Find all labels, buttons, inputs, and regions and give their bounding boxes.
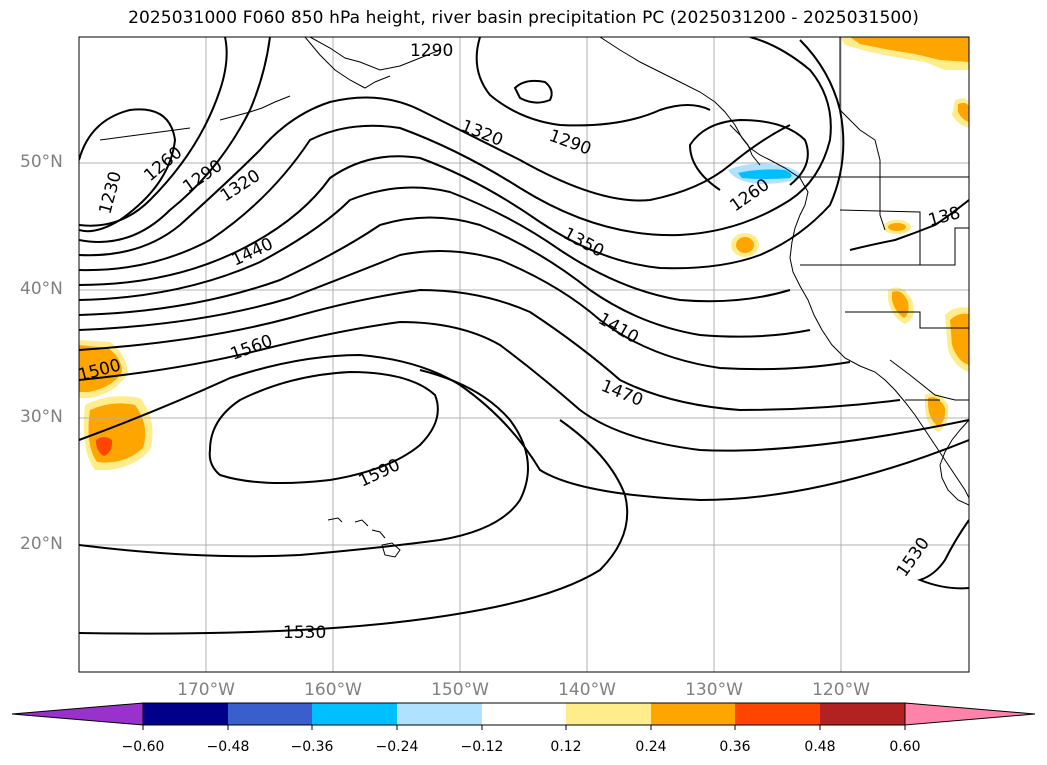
colorbar-bin — [312, 703, 397, 725]
colorbar-tick-label: −0.36 — [290, 739, 334, 755]
contour-label: 1290 — [410, 41, 453, 61]
contour-label: 1230 — [96, 169, 127, 216]
colorbar-tick-label: −0.60 — [121, 739, 165, 755]
map-title: 2025031000 F060 850 hPa height, river ba… — [128, 8, 919, 28]
precipitation-shading — [79, 37, 969, 471]
colorbar-bin — [820, 703, 905, 725]
colorbar-tick-label: −0.48 — [206, 739, 250, 755]
colorbar-extend-high — [904, 702, 1036, 726]
colorbar — [11, 702, 1036, 730]
contour-label: 1530 — [893, 534, 934, 581]
lat-label-20n: 20°N — [20, 534, 63, 554]
contour-label: 1530 — [283, 623, 326, 643]
contour-label: 138 — [926, 203, 963, 231]
colorbar-tick-label: 0.36 — [719, 739, 751, 755]
lon-label-160w: 160°W — [304, 680, 362, 700]
colorbar-bin — [651, 703, 735, 725]
contour-label: 1560 — [228, 331, 275, 365]
height-contours — [79, 37, 969, 635]
contour-label: 1590 — [356, 455, 404, 491]
colorbar-tick-label: 0.60 — [889, 739, 921, 755]
colorbar-tick-label: −0.12 — [460, 739, 504, 755]
lat-label-50n: 50°N — [20, 152, 63, 172]
lon-label-150w: 150°W — [431, 680, 489, 700]
colorbar-tick-label: 0.24 — [635, 739, 667, 755]
lon-label-140w: 140°W — [558, 680, 616, 700]
colorbar-bin — [566, 703, 651, 725]
lon-label-130w: 130°W — [685, 680, 743, 700]
plot-frame — [78, 36, 970, 673]
colorbar-tick-label: 0.48 — [804, 739, 836, 755]
colorbar-bin — [482, 703, 566, 725]
colorbar-bin — [397, 703, 482, 725]
contour-label: 1320 — [458, 116, 506, 151]
colorbar-frame — [142, 702, 906, 726]
lon-label-120w: 120°W — [812, 680, 870, 700]
colorbar-bin — [735, 703, 820, 725]
colorbar-tick-label: −0.24 — [375, 739, 419, 755]
graticule — [79, 37, 969, 672]
lon-label-170w: 170°W — [177, 680, 235, 700]
colorbar-bin — [228, 703, 312, 725]
colorbar-extend-low — [11, 702, 144, 726]
coastlines — [99, 37, 969, 558]
contour-label: 1260 — [140, 143, 186, 186]
colorbar-tick-label: 0.12 — [550, 739, 582, 755]
lat-label-30n: 30°N — [20, 407, 63, 427]
lat-label-40n: 40°N — [20, 279, 63, 299]
colorbar-bin — [143, 703, 228, 725]
contour-label: 1350 — [560, 224, 608, 262]
